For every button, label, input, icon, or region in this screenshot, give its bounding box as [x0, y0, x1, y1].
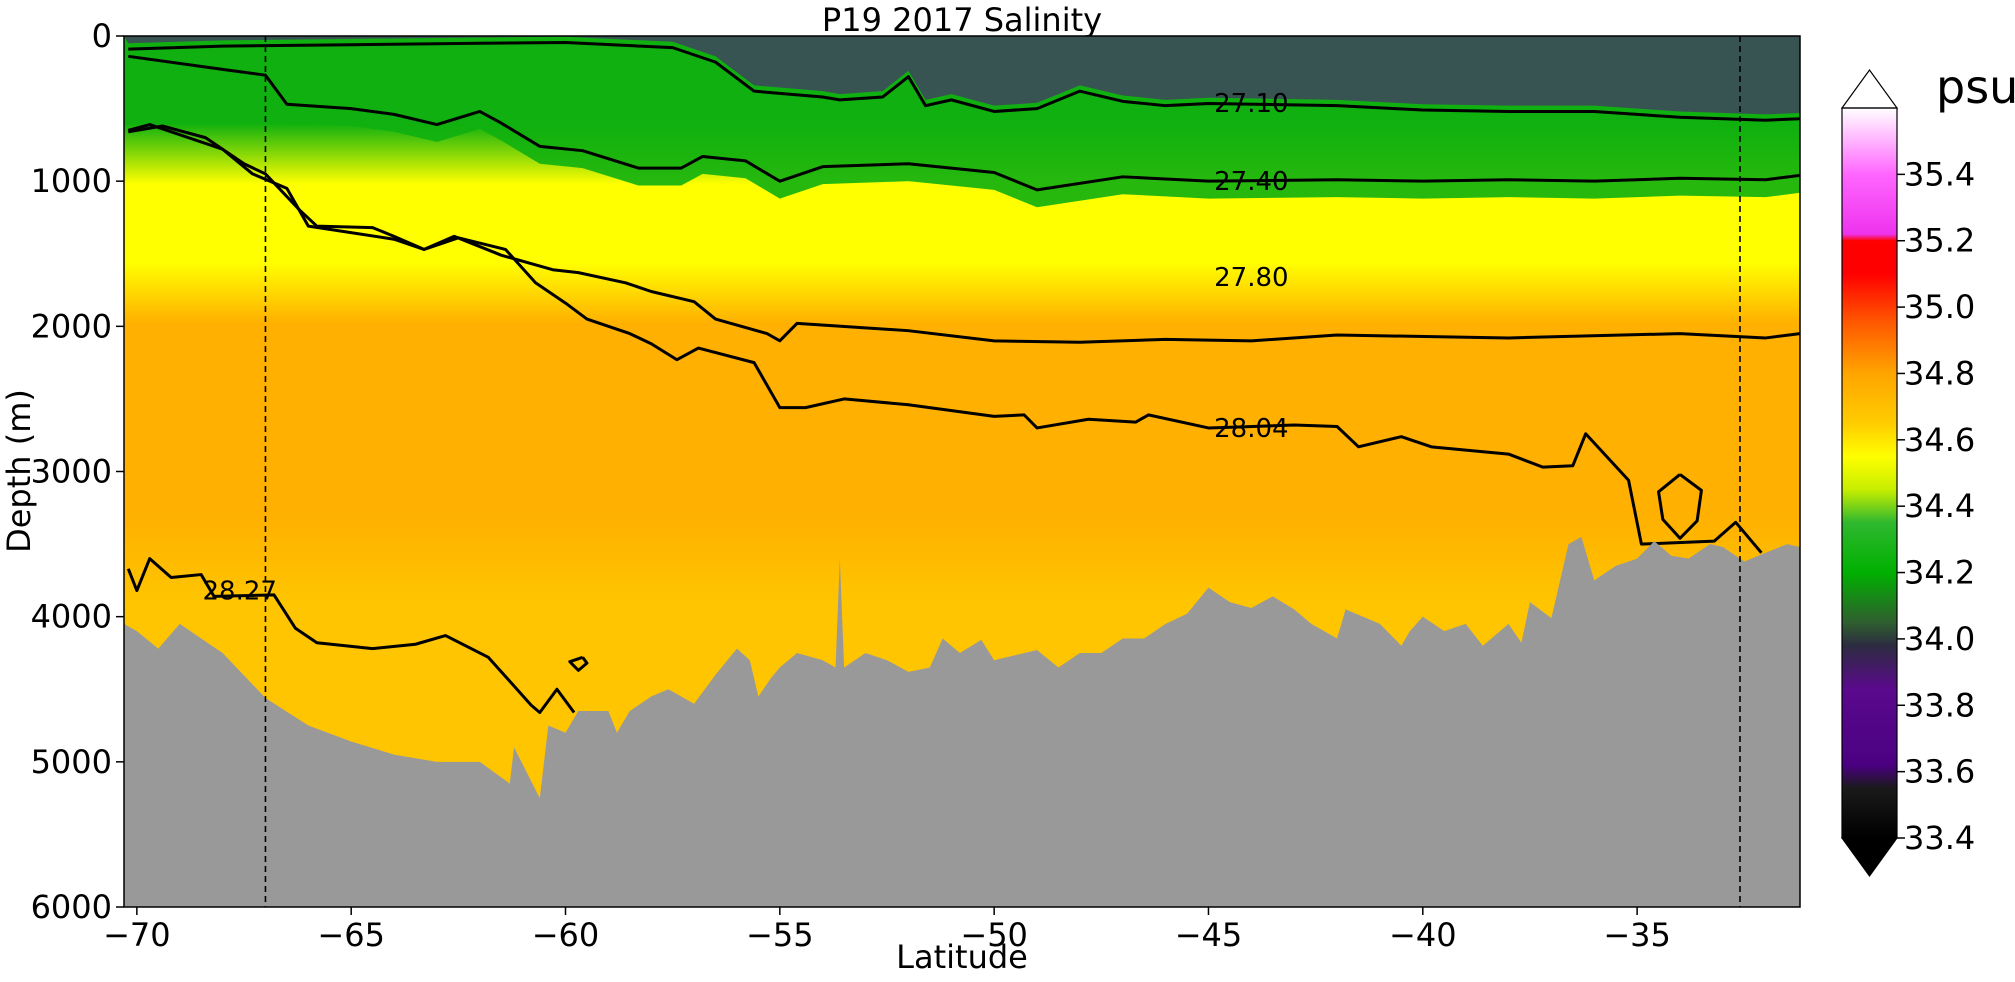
- contour-label: 27.40: [1214, 167, 1288, 197]
- contour-label: 28.04: [1214, 414, 1288, 444]
- x-tick-label: −50: [960, 916, 1028, 954]
- y-tick-label: 0: [92, 17, 112, 55]
- x-tick-label: −45: [1175, 916, 1243, 954]
- colorbar-ticks: 33.4 33.6 33.8 34.0 34.2 34.4 34.6 34.8 35.0 35.2…: [1897, 155, 1975, 857]
- colorbar: 33.4 33.6 33.8 34.0 34.2 34.4 34.6 34.8 35.0 35.2…: [1840, 60, 2015, 878]
- colorbar-extend-bottom: [1840, 837, 1899, 878]
- y-tick-label: 6000: [31, 888, 112, 926]
- chart-title: P19 2017 Salinity: [822, 1, 1102, 39]
- contour-label: 27.80: [1214, 263, 1288, 293]
- colorbar-tick-label: 34.2: [1904, 554, 1975, 592]
- colorbar-tick-label: 34.8: [1904, 354, 1975, 392]
- x-axis-label: Latitude: [896, 938, 1028, 976]
- colorbar-tick-label: 34.6: [1904, 421, 1975, 459]
- contour-line-28.27: [126, 557, 576, 714]
- isopycnal-contours: 27.10 27.40 27.80 28.04 28.27: [126, 41, 1800, 714]
- plot-area: 27.10 27.40 27.80 28.04 28.27: [124, 36, 1800, 907]
- x-tick-label: −35: [1603, 916, 1671, 954]
- contour-line-closed-5: [1657, 473, 1703, 540]
- x-tick-label: −70: [103, 916, 171, 954]
- y-tick-label: 2000: [31, 307, 112, 345]
- colorbar-body: [1842, 108, 1897, 838]
- y-tick-label: 5000: [31, 743, 112, 781]
- contour-line-27.40: [128, 54, 1800, 192]
- colorbar-frame: [1841, 107, 1898, 839]
- y-axis-label: Depth (m): [0, 389, 38, 553]
- colorbar-tick-label: 35.0: [1904, 288, 1975, 326]
- colorbar-tick-label: 33.4: [1904, 819, 1975, 857]
- colorbar-tick-label: 35.4: [1904, 155, 1975, 193]
- x-tick-label: −65: [317, 916, 385, 954]
- y-tick-label: 3000: [31, 453, 112, 491]
- contour-line-27.10: [128, 41, 1800, 122]
- colorbar-tick-label: 33.8: [1904, 686, 1975, 724]
- contour-label: 27.10: [1214, 89, 1288, 119]
- colorbar-tick-label: 34.0: [1904, 620, 1975, 658]
- colorbar-tick-label: 34.4: [1904, 487, 1975, 525]
- x-tick-label: −55: [746, 916, 814, 954]
- contour-line-28.04: [127, 123, 1763, 554]
- x-tick-label: −40: [1389, 916, 1457, 954]
- colorbar-unit-label: psu: [1936, 60, 2015, 114]
- y-axis: 0 1000 2000 3000 4000 5000 6000: [31, 17, 124, 926]
- surface-fresh-layer: [124, 36, 1800, 115]
- x-tick-label: −60: [532, 916, 600, 954]
- colorbar-extend-top: [1840, 68, 1899, 109]
- y-tick-label: 1000: [31, 162, 112, 200]
- x-axis: −70 −65 −60 −55 −50 −45 −40 −35: [103, 907, 1671, 954]
- bathymetry: [124, 536, 1800, 907]
- colorbar-tick-label: 35.2: [1904, 222, 1975, 260]
- y-tick-label: 4000: [31, 598, 112, 636]
- contour-label: 28.27: [203, 577, 277, 607]
- contour-line-closed-6: [568, 655, 589, 672]
- colorbar-tick-label: 33.6: [1904, 753, 1975, 791]
- reference-lines: [264, 36, 1741, 907]
